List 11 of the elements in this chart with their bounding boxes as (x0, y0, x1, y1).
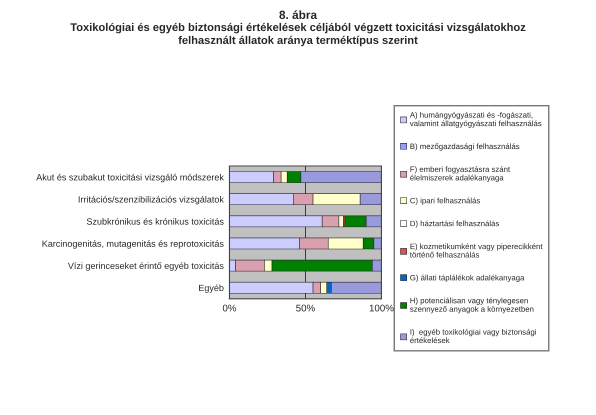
chart-subtitle: Toxikológiai és egyéb biztonsági értékelések céljából végzett toxicitási vizsgálatokhoz felhasznált állatok aránya terméktípus szerint (70, 22, 526, 46)
y-tick-label: Egyéb (199, 284, 224, 293)
y-tick-label: Karcinogenitás, mutagenitás és reprotoxicitás (42, 240, 224, 249)
y-tick-label: Vízi gerinceseket érintő egyéb toxicitás (68, 262, 224, 271)
x-tick-label: 0% (222, 304, 236, 312)
chart-title: 8. ábra (279, 10, 318, 20)
y-tick-label: Irritációs/szenzibilizációs vizsgálatok (78, 196, 224, 204)
x-tick-label: 50% (296, 304, 315, 312)
x-tick-label: 100% (370, 304, 394, 312)
y-tick-label: Szubkrónikus és krónikus toxicitás (86, 218, 224, 225)
y-tick-label: Akut és szubakut toxicitási vizsgáló módszerek (36, 174, 224, 182)
